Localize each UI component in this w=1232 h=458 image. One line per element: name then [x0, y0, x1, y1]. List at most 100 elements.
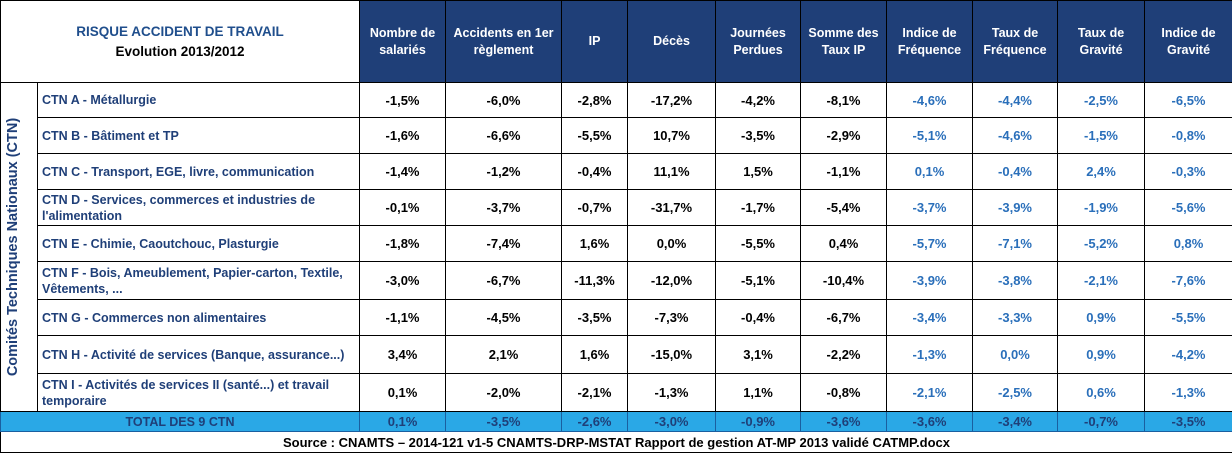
col-header-indice-gravite: Indice de Gravité — [1144, 0, 1232, 83]
col-header-journees: Journées Perdues — [715, 0, 802, 83]
table-row: CTN E - Chimie, Caoutchouc, Plasturgie -1… — [1, 225, 1232, 262]
col-header-ip: IP — [561, 0, 629, 83]
value-cell: -1,1% — [800, 153, 888, 190]
value-cell: -5,2% — [1057, 225, 1146, 262]
total-value-cell: -3,5% — [445, 411, 563, 432]
value-cell: 0,6% — [1057, 373, 1146, 412]
table-title-cell: RISQUE ACCIDENT DE TRAVAIL Evolution 201… — [0, 0, 361, 83]
value-cell: -3,7% — [886, 189, 974, 226]
total-value-cell: -3,6% — [886, 411, 974, 432]
value-cell: 0,1% — [886, 153, 974, 190]
value-cell: 0,9% — [1057, 335, 1146, 374]
table-row: CTN H - Activité de services (Banque, as… — [1, 335, 1232, 374]
value-cell: -0,3% — [1144, 153, 1232, 190]
row-label: CTN E - Chimie, Caoutchouc, Plasturgie — [36, 225, 361, 262]
value-cell: -1,1% — [359, 299, 447, 336]
value-cell: -5,1% — [886, 117, 974, 154]
value-cell: -0,1% — [359, 189, 447, 226]
value-cell: -6,6% — [445, 117, 563, 154]
value-cell: 0,1% — [359, 373, 447, 412]
col-header-indice-frequence: Indice de Fréquence — [886, 0, 974, 83]
value-cell: -31,7% — [627, 189, 717, 226]
side-label-cell: Comités Techniques Nationaux (CTN) — [0, 82, 38, 412]
source-row: Source : CNAMTS – 2014-121 v1-5 CNAMTS-D… — [0, 431, 1232, 453]
row-label: CTN B - Bâtiment et TP — [36, 117, 361, 154]
value-cell: -4,2% — [1144, 335, 1232, 374]
row-label: CTN F - Bois, Ameublement, Papier-carton… — [36, 261, 361, 300]
value-cell: -4,5% — [445, 299, 563, 336]
col-header-taux-frequence: Taux de Fréquence — [972, 0, 1059, 83]
value-cell: -3,5% — [715, 117, 802, 154]
row-label: CTN D - Services, commerces et industrie… — [36, 189, 361, 226]
value-cell: -0,4% — [715, 299, 802, 336]
table-row: CTN C - Transport, EGE, livre, communica… — [1, 153, 1232, 190]
value-cell: 1,6% — [561, 225, 629, 262]
col-header-somme-ip: Somme des Taux IP — [800, 0, 888, 83]
value-cell: -0,8% — [1144, 117, 1232, 154]
value-cell: -5,6% — [1144, 189, 1232, 226]
total-value-cell: -0,7% — [1057, 411, 1146, 432]
value-cell: -11,3% — [561, 261, 629, 300]
value-cell: -15,0% — [627, 335, 717, 374]
value-cell: -5,1% — [715, 261, 802, 300]
value-cell: 1,5% — [715, 153, 802, 190]
total-label: TOTAL DES 9 CTN — [0, 411, 361, 432]
row-label: CTN G - Commerces non alimentaires — [36, 299, 361, 336]
table-row: CTN B - Bâtiment et TP -1,6% -6,6% -5,5% 10,… — [1, 117, 1232, 154]
value-cell: -0,4% — [972, 153, 1059, 190]
total-value-cell: -0,9% — [715, 411, 802, 432]
value-cell: -4,4% — [972, 82, 1059, 118]
row-label: CTN H - Activité de services (Banque, as… — [36, 335, 361, 374]
total-value-cell: -3,6% — [800, 411, 888, 432]
total-row: TOTAL DES 9 CTN 0,1% -3,5% -2,6% -3,0% -0,9% -… — [0, 411, 1232, 432]
value-cell: 0,0% — [972, 335, 1059, 374]
value-cell: -0,4% — [561, 153, 629, 190]
col-header-salaries: Nombre de salariés — [359, 0, 447, 83]
value-cell: -1,5% — [1057, 117, 1146, 154]
value-cell: -2,8% — [561, 82, 629, 118]
total-value-cell: -3,5% — [1144, 411, 1232, 432]
value-cell: -6,7% — [800, 299, 888, 336]
value-cell: 0,4% — [800, 225, 888, 262]
value-cell: -4,6% — [886, 82, 974, 118]
value-cell: -0,7% — [561, 189, 629, 226]
table-row: CTN I - Activités de services II (santé.… — [1, 373, 1232, 412]
value-cell: -1,9% — [1057, 189, 1146, 226]
value-cell: -3,3% — [972, 299, 1059, 336]
value-cell: -7,1% — [972, 225, 1059, 262]
value-cell: 0,8% — [1144, 225, 1232, 262]
row-label: CTN I - Activités de services II (santé.… — [36, 373, 361, 412]
total-value-cell: 0,1% — [359, 411, 447, 432]
value-cell: 1,1% — [715, 373, 802, 412]
value-cell: -3,9% — [886, 261, 974, 300]
col-header-taux-gravite: Taux de Gravité — [1057, 0, 1146, 83]
value-cell: 0,9% — [1057, 299, 1146, 336]
total-value-cell: -3,4% — [972, 411, 1059, 432]
table-row: CTN F - Bois, Ameublement, Papier-carton… — [1, 261, 1232, 300]
value-cell: -2,5% — [1057, 82, 1146, 118]
total-value-cell: -2,6% — [561, 411, 629, 432]
value-cell: -7,4% — [445, 225, 563, 262]
value-cell: -1,3% — [886, 335, 974, 374]
value-cell: -4,6% — [972, 117, 1059, 154]
value-cell: -1,8% — [359, 225, 447, 262]
value-cell: -5,5% — [715, 225, 802, 262]
value-cell: -5,7% — [886, 225, 974, 262]
value-cell: -1,3% — [627, 373, 717, 412]
value-cell: -6,0% — [445, 82, 563, 118]
table-title: RISQUE ACCIDENT DE TRAVAIL — [76, 23, 284, 39]
value-cell: -5,4% — [800, 189, 888, 226]
value-cell: -0,8% — [800, 373, 888, 412]
value-cell: -2,1% — [561, 373, 629, 412]
value-cell: 10,7% — [627, 117, 717, 154]
value-cell: -1,2% — [445, 153, 563, 190]
col-header-accidents: Accidents en 1er règlement — [445, 0, 563, 83]
value-cell: -7,3% — [627, 299, 717, 336]
value-cell: -3,7% — [445, 189, 563, 226]
value-cell: 1,6% — [561, 335, 629, 374]
value-cell: -1,3% — [1144, 373, 1232, 412]
value-cell: -5,5% — [561, 117, 629, 154]
value-cell: -1,7% — [715, 189, 802, 226]
